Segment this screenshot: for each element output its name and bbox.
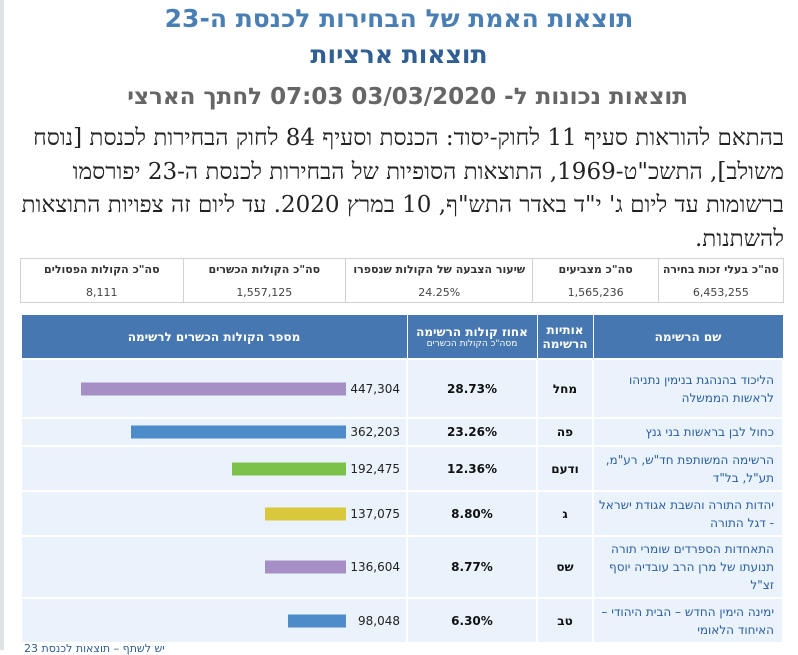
list-name: ימינה הימין החדש – הבית היהודי – האיחוד …	[592, 597, 784, 644]
header-percent-label: אחוז קולות הרשימה	[416, 324, 528, 339]
share-link[interactable]: יש לשתף – תוצאות לכנסת 23	[24, 642, 165, 655]
list-letters: שס	[536, 535, 594, 599]
stat-value: 6,453,255	[692, 286, 749, 299]
results-table: שם הרשימה אותיות הרשימה אחוז קולות הרשימ…	[20, 314, 784, 644]
stat-label: שיעור הצבעה של הקולות שנספרו	[353, 263, 526, 276]
vote-percent: 8.80%	[406, 490, 538, 537]
vote-percent: 28.73%	[406, 358, 538, 419]
vote-bar-cell: 362,203	[20, 417, 408, 447]
update-timestamp: תוצאות נכונות ל- 03/03/2020 07:03 לחתך ה…	[127, 84, 688, 110]
vote-percent: 12.36%	[406, 445, 538, 492]
stat-total-voters: סה"כ מצביעים 1,565,236	[532, 259, 657, 302]
list-name: יהדות התורה והשבת אגודת ישראל - דגל התור…	[592, 490, 784, 537]
vote-count: 136,604	[350, 560, 400, 574]
stat-turnout: שיעור הצבעה של הקולות שנספרו 24.25%	[345, 259, 532, 302]
window-edge	[0, 0, 4, 650]
stat-value: 1,557,125	[236, 286, 293, 299]
stat-eligible-voters: סה"כ בעלי זכות בחירה 6,453,255	[657, 259, 783, 302]
stat-valid-votes: סה"כ הקולות הכשרים 1,557,125	[182, 259, 346, 302]
stat-label: סה"כ הקולות הכשרים	[208, 263, 321, 276]
table-row[interactable]: הליכוד בהנהגת בנימין נתניהו לראשות הממשל…	[20, 358, 784, 419]
page-subtitle: תוצאות ארציות	[310, 40, 488, 69]
list-name: כחול לבן בראשות בני גנץ	[592, 417, 784, 447]
page-title: תוצאות האמת של הבחירות לכנסת ה-23	[164, 4, 634, 33]
vote-count: 362,203	[350, 425, 400, 439]
stat-value: 8,111	[86, 286, 118, 299]
vote-bar-cell: 136,604	[20, 535, 408, 599]
header-percent: אחוז קולות הרשימה מסה"כ הקולות הכשרים	[406, 314, 538, 360]
list-letters: טב	[536, 597, 594, 644]
list-letters: ודעם	[536, 445, 594, 492]
vote-bar-cell: 192,475	[20, 445, 408, 492]
stat-value: 1,565,236	[567, 286, 624, 299]
list-letters: מחל	[536, 358, 594, 419]
summary-stats: סה"כ בעלי זכות בחירה 6,453,255 סה"כ מצבי…	[20, 258, 784, 303]
vote-count: 98,048	[358, 613, 400, 628]
header-list-name: שם הרשימה	[592, 314, 784, 360]
stat-label: סה"כ מצביעים	[558, 263, 633, 276]
table-header-row: שם הרשימה אותיות הרשימה אחוז קולות הרשימ…	[20, 314, 784, 360]
vote-bar	[265, 507, 346, 520]
list-name: הליכוד בהנהגת בנימין נתניהו לראשות הממשל…	[592, 358, 784, 419]
vote-percent: 6.30%	[406, 597, 538, 644]
table-row[interactable]: התאחדות הספרדים שומרי תורה תנועתו של מרן…	[20, 535, 784, 599]
vote-bar-cell: 137,075	[20, 490, 408, 537]
vote-count: 447,304	[350, 381, 400, 396]
stat-value: 24.25%	[418, 286, 461, 299]
vote-percent: 8.77%	[406, 535, 538, 599]
table-row[interactable]: כחול לבן בראשות בני גנץ פה 23.26% 362,20…	[20, 417, 784, 447]
legal-notice: בהתאם להוראות סעיף 11 לחוק-יסוד: הכנסת ו…	[21, 125, 784, 252]
header-list-letters: אותיות הרשימה	[536, 314, 594, 360]
vote-bar	[81, 382, 346, 395]
list-name: הרשימה המשותפת חד"ש, רע"מ, תע"ל, בל"ד	[592, 445, 784, 492]
list-name: התאחדות הספרדים שומרי תורה תנועתו של מרן…	[592, 535, 784, 599]
stat-label: סה"כ בעלי זכות בחירה	[662, 263, 779, 276]
vote-bar	[232, 462, 346, 475]
table-row[interactable]: הרשימה המשותפת חד"ש, רע"מ, תע"ל, בל"ד וד…	[20, 445, 784, 492]
list-letters: פה	[536, 417, 594, 447]
table-row[interactable]: יהדות התורה והשבת אגודת ישראל - דגל התור…	[20, 490, 784, 537]
header-percent-sub: מסה"כ הקולות הכשרים	[426, 338, 518, 349]
vote-bar-cell: 98,048	[20, 597, 408, 644]
stat-label: סה"כ הקולות הפסולים	[43, 263, 160, 276]
vote-count: 137,075	[350, 506, 400, 521]
stat-invalid-votes: סה"כ הקולות הפסולים 8,111	[21, 259, 183, 302]
table-row[interactable]: ימינה הימין החדש – הבית היהודי – האיחוד …	[20, 597, 784, 644]
vote-bar	[265, 560, 346, 574]
header-vote-count: מספר הקולות הכשרים לרשימה	[20, 314, 408, 360]
vote-bar	[288, 614, 346, 627]
list-letters: ג	[536, 490, 594, 537]
vote-count: 192,475	[350, 461, 400, 476]
vote-bar-cell: 447,304	[20, 358, 408, 419]
vote-bar	[131, 425, 346, 439]
vote-percent: 23.26%	[406, 417, 538, 447]
